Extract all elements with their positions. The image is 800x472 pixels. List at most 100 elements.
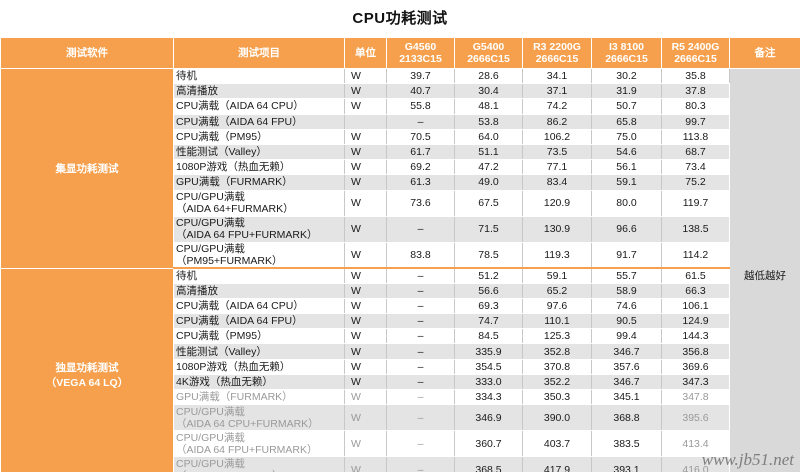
cpu-mem: 2666C15 <box>605 53 648 65</box>
value-cell: 61.7 <box>386 143 455 161</box>
value-cell: 50.7 <box>591 98 662 115</box>
table-row: 独显功耗测试 （VEGA 64 LQ） 待机 W –51.2 59.1 55.7 61.5 <box>0 267 800 472</box>
cpu-name: R5 2400G <box>671 41 720 53</box>
value-cell: 370.8 <box>522 358 592 375</box>
unit-cell: W <box>344 404 387 432</box>
table-row: GPU满载（FURMARK） W 61.3 49.0 83.4 59.1 75.2 <box>1 174 800 191</box>
value-cell: 99.4 <box>591 328 662 345</box>
value-cell: 99.7 <box>661 113 730 130</box>
table-row: 性能测试（Valley） W –335.9 352.8 346.7 356.8 <box>1 343 800 360</box>
value-cell: 77.1 <box>522 159 592 176</box>
test-item-line: CPU满载（AIDA 64 CPU） <box>176 100 304 113</box>
test-item-line: 高清播放 <box>176 85 218 98</box>
test-item: CPU/GPU满载 （AIDA 64 FPU+FURMARK） <box>173 430 345 458</box>
unit-cell: W <box>344 215 387 243</box>
test-item: 4K游戏（热血无赖） <box>173 373 345 391</box>
value-cell: 360.7 <box>454 430 523 458</box>
table-row: 集显功耗测试 待机 W 39.7 28.6 34.1 30.2 35.8 越低越好 <box>0 67 800 472</box>
value-cell: – <box>386 404 455 432</box>
cpu-name: I3 8100 <box>608 41 645 53</box>
value-cell: 78.5 <box>454 241 523 269</box>
test-item-line: （AIDA 64 FPU+FURMARK） <box>176 229 318 241</box>
value-cell: 113.8 <box>661 128 730 145</box>
value-cell: 39.7 <box>386 67 455 85</box>
unit-cell: W <box>344 358 387 375</box>
value-cell: 347.3 <box>661 373 730 391</box>
value-cell: 106.2 <box>522 128 592 145</box>
value-cell: 69.2 <box>386 159 455 176</box>
test-item-line: （PM95+FURMARK） <box>176 470 344 472</box>
unit-cell: W <box>344 98 387 115</box>
unit-cell: W <box>344 456 387 472</box>
test-item-line: CPU/GPU满载 <box>176 242 245 255</box>
value-cell: 346.7 <box>591 373 662 391</box>
test-item-line: CPU满载（PM95） <box>176 330 268 343</box>
value-cell: 30.4 <box>454 83 523 100</box>
value-cell: 138.5 <box>661 215 730 243</box>
unit-cell: W <box>344 267 387 284</box>
table-row: CPU满载（AIDA 64 FPU） –53.8 86.2 65.8 99.7 <box>1 113 800 130</box>
value-cell: 130.9 <box>522 215 592 243</box>
test-item-line: （AIDA 64 CPU+FURMARK） <box>176 417 319 430</box>
test-item: CPU满载（AIDA 64 FPU） <box>173 313 345 330</box>
value-cell: – <box>386 313 455 330</box>
header-cpu-5: R5 2400G 2666C15 <box>661 37 730 69</box>
value-cell: 393.1 <box>591 456 662 472</box>
test-item: CPU满载（AIDA 64 CPU） <box>173 98 345 115</box>
value-cell: 51.1 <box>454 143 523 161</box>
value-cell: 119.3 <box>522 241 592 269</box>
test-item: GPU满载（FURMARK） <box>173 388 345 406</box>
power-table: 测试软件 测试项目 单位 G4560 2133C15 G5400 2666C15 R… <box>0 37 800 472</box>
value-cell: 347.8 <box>661 388 730 406</box>
value-cell: 55.8 <box>386 98 455 115</box>
unit-cell: W <box>344 83 387 100</box>
value-cell: 119.7 <box>661 189 730 217</box>
value-cell: 55.7 <box>591 267 662 284</box>
unit-cell: W <box>344 388 387 406</box>
unit-cell: W <box>344 373 387 391</box>
cpu-name: R3 2200G <box>533 41 581 53</box>
test-item-line: CPU/GPU满载 <box>176 431 245 444</box>
header-item: 测试项目 <box>173 37 345 69</box>
header-cpu-3: R3 2200G 2666C15 <box>522 37 592 69</box>
table-row: CPU满载（AIDA 64 CPU） W –69.3 97.6 74.6 106.1 <box>1 297 800 315</box>
value-cell: 66.3 <box>661 282 730 299</box>
test-item-line: GPU满载（FURMARK） <box>176 176 293 189</box>
unit-cell: W <box>344 282 387 299</box>
cpu-mem: 2666C15 <box>535 53 579 65</box>
unit-cell: W <box>344 143 387 161</box>
value-cell: – <box>386 282 455 299</box>
header-cpu-2: G5400 2666C15 <box>454 37 523 69</box>
header-cpu-1: G4560 2133C15 <box>386 37 455 69</box>
unit-cell: W <box>344 313 387 330</box>
header-cpu-4: I3 8100 2666C15 <box>591 37 662 69</box>
value-cell: 97.6 <box>522 297 592 315</box>
value-cell: – <box>386 113 455 130</box>
value-cell: 65.8 <box>591 113 662 130</box>
value-cell: 86.2 <box>522 113 592 130</box>
unit-cell: W <box>344 67 387 85</box>
value-cell: – <box>386 388 455 406</box>
header-note: 备注 <box>729 37 800 69</box>
table-row: CPU/GPU满载 （AIDA 64+FURMARK） W 73.6 67.5 120.9… <box>1 189 800 217</box>
value-cell: – <box>386 430 455 458</box>
test-item: CPU满载（AIDA 64 CPU） <box>173 297 345 315</box>
cpu-name: G5400 <box>472 41 505 53</box>
value-cell: 334.3 <box>454 388 523 406</box>
value-cell: – <box>386 358 455 375</box>
value-cell: 84.5 <box>454 328 523 345</box>
test-item-line: （AIDA 64+FURMARK） <box>176 203 294 215</box>
value-cell: 71.5 <box>454 215 523 243</box>
value-cell: 34.1 <box>522 67 592 85</box>
cpu-mem: 2133C15 <box>399 53 442 65</box>
test-item-line: CPU满载（PM95） <box>176 130 268 143</box>
value-cell: 56.6 <box>454 282 523 299</box>
test-item: CPU/GPU满载 （AIDA 64+FURMARK） <box>173 189 345 217</box>
cpu-name: G4560 <box>404 41 437 53</box>
watermark: www.jb51.net <box>701 450 794 469</box>
value-cell: 352.8 <box>522 343 592 360</box>
value-cell: 58.9 <box>591 282 662 299</box>
value-cell: – <box>386 215 455 243</box>
test-item-line: （PM95+FURMARK） <box>176 254 283 267</box>
